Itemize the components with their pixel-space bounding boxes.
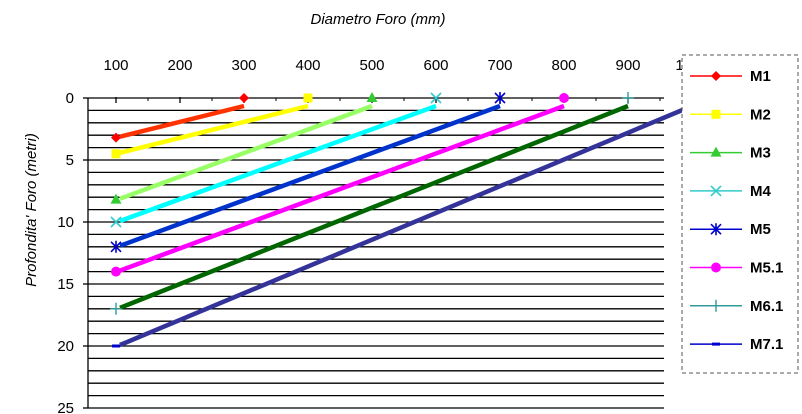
series-M1 [111, 93, 249, 143]
legend-label: M2 [750, 106, 771, 123]
legend-marker [710, 185, 722, 197]
data-point-shape [111, 132, 121, 143]
legend-marker [710, 299, 722, 312]
data-point [111, 132, 121, 143]
legend-label: M5 [750, 221, 771, 238]
legend-marker-shape [710, 146, 722, 157]
x-tick-label: 100 [103, 57, 128, 74]
series-line [119, 103, 245, 139]
legend-marker-shape [712, 342, 720, 346]
series-line [119, 103, 693, 348]
series [110, 92, 696, 348]
series-line [119, 103, 629, 310]
legend-label: M5.1 [750, 260, 783, 277]
series-M4 [110, 92, 442, 228]
series-M6.1 [110, 92, 634, 315]
y-tick-label: 10 [57, 214, 74, 231]
data-point-shape [303, 93, 313, 103]
legend-marker [711, 71, 721, 81]
y-tick-label: 20 [57, 338, 74, 355]
legend-label: M1 [750, 68, 771, 85]
data-point [110, 302, 122, 315]
series-M2 [111, 93, 313, 159]
legend-box [681, 54, 799, 374]
legend-label: M4 [750, 183, 771, 200]
legend-label: M3 [750, 145, 771, 162]
data-point [366, 92, 378, 102]
x-tick-label: 500 [359, 57, 384, 74]
x-tick-label: 900 [615, 57, 640, 74]
axes: 1002003004005006007008009001000051015202… [57, 57, 708, 414]
data-point-shape [559, 93, 569, 103]
x-tick-label: 200 [167, 57, 192, 74]
x-tick-label: 300 [231, 57, 256, 74]
legend-marker-shape [710, 223, 722, 236]
y-tick-label: 5 [66, 152, 74, 169]
y-tick-label: 15 [57, 276, 74, 293]
legend-entry: M5.1 [690, 260, 783, 277]
legend-marker [712, 342, 720, 346]
legend-entry: M4 [690, 183, 771, 200]
data-point-shape [111, 149, 121, 159]
legend-marker-shape [711, 109, 721, 119]
legend-marker [711, 262, 721, 273]
series-line [119, 103, 309, 155]
data-point [622, 92, 634, 104]
legend-label: M6.1 [750, 298, 783, 315]
legend-marker [710, 146, 722, 157]
data-point [110, 193, 122, 204]
series-M3 [110, 92, 378, 204]
legend: M1 M2 M3 M4 M5 M5.1 M6.1 M7.1 [681, 54, 799, 374]
legend-entry: M7.1 [690, 336, 783, 353]
y-axis-title: Profondita' Foro (metri) [23, 133, 40, 287]
data-point-shape [494, 92, 506, 104]
series-line [119, 103, 565, 273]
data-point [112, 344, 120, 348]
series-M5 [110, 92, 506, 253]
y-tick-label: 25 [57, 400, 74, 414]
data-point-shape [622, 92, 634, 104]
legend-marker-shape [710, 185, 722, 197]
x-tick-label: 600 [423, 57, 448, 74]
series-line [119, 103, 437, 224]
data-point-shape [110, 240, 122, 253]
legend-marker-shape [710, 299, 722, 312]
data-point-shape [111, 266, 121, 277]
series-line [119, 103, 501, 248]
x-axis-title: Diametro Foro (mm) [310, 11, 445, 28]
x-tick-label: 400 [295, 57, 320, 74]
data-point-shape [110, 216, 122, 228]
y-tick-label: 0 [66, 90, 74, 107]
legend-marker [710, 223, 722, 236]
legend-label: M7.1 [750, 336, 783, 353]
data-point [111, 149, 121, 159]
data-point-shape [110, 302, 122, 315]
data-point [303, 93, 313, 103]
data-point-shape [366, 92, 378, 102]
data-point-shape [112, 344, 120, 348]
legend-entry: M6.1 [690, 298, 783, 315]
legend-entry: M2 [690, 106, 771, 123]
data-point-shape [110, 193, 122, 204]
x-tick-label: 800 [551, 57, 576, 74]
data-point-shape [430, 92, 442, 104]
data-point-shape [239, 93, 249, 103]
x-tick-label: 700 [487, 57, 512, 74]
data-point [110, 240, 122, 253]
data-point [430, 92, 442, 104]
legend-marker-shape [711, 262, 721, 273]
legend-entry: M3 [690, 145, 771, 162]
data-point [239, 93, 249, 103]
legend-marker [711, 109, 721, 119]
series-M5.1 [111, 93, 569, 277]
legend-entry: M1 [690, 68, 771, 85]
data-point [494, 92, 506, 104]
data-point [111, 266, 121, 277]
series-line [119, 103, 373, 201]
legend-marker-shape [711, 71, 721, 81]
data-point [110, 216, 122, 228]
legend-entry: M5 [690, 221, 771, 238]
data-point [559, 93, 569, 103]
